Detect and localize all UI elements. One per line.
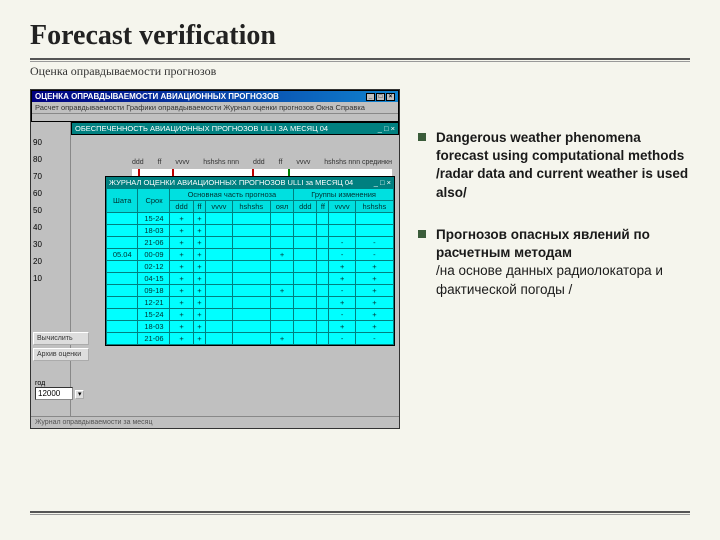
close-icon[interactable]: × [386,93,395,101]
status-bar: Журнал оправдываемости за месяц [31,416,399,428]
col-date: Шата [107,189,138,213]
table-row: 18-03++++ [107,321,394,333]
bullet-item: Прогнозов опасных явлений по расчетным м… [418,226,690,299]
y-axis-tick: 60 [33,189,42,206]
app-screenshot: ОЦЕНКА ОПРАВДЫВАЕМОСТИ АВИАЦИОННЫХ ПРОГН… [30,89,400,429]
main-window-title: ОЦЕНКА ОПРАВДЫВАЕМОСТИ АВИАЦИОННЫХ ПРОГН… [35,92,279,101]
bullet-text-ru-light: /на основе данных радиолокатора и фактич… [436,263,663,296]
table-row: 18-03++ [107,225,394,237]
y-axis-tick: 50 [33,206,42,223]
table-row: 04-15++++ [107,273,394,285]
y-axis-tick: 80 [33,155,42,172]
journal-table: ШатаСрокОсновная часть прогнозаГруппы из… [106,188,394,345]
table-row: 15-24++-+ [107,309,394,321]
chart-header-label: hshshs nnn [203,159,239,166]
year-label: год [35,380,84,387]
col-period: Срок [138,189,170,213]
chart-header-label: ddd [253,159,265,166]
table-row: 05.0400-09+++-- [107,249,394,261]
compute-button[interactable]: Вычислить [33,332,89,345]
right-text-column: Dangerous weather phenomena forecast usi… [418,89,690,429]
main-window-titlebar: ОЦЕНКА ОПРАВДЫВАЕМОСТИ АВИАЦИОННЫХ ПРОГН… [32,91,398,102]
bottom-rule [30,511,690,515]
year-input[interactable]: 12000 [35,387,73,400]
maximize-icon[interactable]: □ [380,178,385,187]
bullet-item: Dangerous weather phenomena forecast usi… [418,129,690,202]
table-column-header: ff [193,201,205,213]
main-window: ОЦЕНКА ОПРАВДЫВАЕМОСТИ АВИАЦИОННЫХ ПРОГН… [31,90,399,122]
slide-title: Forecast verification [30,20,690,52]
table-column-header: hshshs [232,201,270,213]
table-column-header: оял [270,201,293,213]
table-row: 21-06++-- [107,237,394,249]
y-axis-tick: 70 [33,172,42,189]
chart-header-label: ff [158,159,162,166]
table-column-header: ddd [294,201,317,213]
table-column-header: ddd [170,201,193,213]
col-main: Основная часть прогноза [170,189,294,201]
chart-header-label: ff [279,159,283,166]
bullet-square-icon [418,133,426,141]
title-underline [30,58,690,62]
chart-header-label: hshshs nnn срединкн [324,159,392,166]
table-row: 15-24++ [107,213,394,225]
maximize-icon[interactable]: □ [384,124,389,133]
main-menubar[interactable]: Расчет оправдываемости Графики оправдыва… [32,102,398,114]
minimize-icon[interactable]: _ [378,124,382,133]
chart-window-title: ОБЕСПЕЧЕННОСТЬ АВИАЦИОННЫХ ПРОГНОЗОВ ULL… [75,124,328,133]
close-icon[interactable]: × [391,124,395,133]
chart-column-legend: ddd ff vvvv hshshs nnn ddd ff vvvv hshshs nnn с… [132,159,392,166]
slide-subtitle: Оценка оправдываемости прогнозов [30,64,690,79]
table-row: 02-12++++ [107,261,394,273]
year-selector: год 12000 ▾ [35,380,84,400]
bullet-square-icon [418,230,426,238]
y-axis-tick: 30 [33,240,42,257]
minimize-icon[interactable]: _ [366,93,375,101]
table-row: 09-18+++-+ [107,285,394,297]
bullet-text-ru-bold: Прогнозов опасных явлений по расчетным м… [436,227,650,260]
chart-window: ОБЕСПЕЧЕННОСТЬ АВИАЦИОННЫХ ПРОГНОЗОВ ULL… [71,122,399,135]
close-icon[interactable]: × [387,178,391,187]
journal-window-titlebar: ЖУРНАЛ ОЦЕНКИ АВИАЦИОННЫХ ПРОГНОЗОВ ULLI… [106,177,394,188]
y-axis-tick: 40 [33,223,42,240]
side-controls: Вычислить Архив оценки [33,332,89,364]
minimize-icon[interactable]: _ [374,178,378,187]
chart-window-titlebar: ОБЕСПЕЧЕННОСТЬ АВИАЦИОННЫХ ПРОГНОЗОВ ULL… [72,123,398,134]
chart-header-label: ddd [132,159,144,166]
table-row: 21-06+++-- [107,333,394,345]
maximize-icon[interactable]: □ [376,93,385,101]
journal-window: ЖУРНАЛ ОЦЕНКИ АВИАЦИОННЫХ ПРОГНОЗОВ ULLI… [105,176,395,346]
chart-y-axis: 908070605040302010 [33,138,42,291]
y-axis-tick: 10 [33,274,42,291]
archive-button[interactable]: Архив оценки [33,348,89,361]
col-groups: Группы изменения [294,189,394,201]
dropdown-icon[interactable]: ▾ [75,390,85,399]
journal-window-title: ЖУРНАЛ ОЦЕНКИ АВИАЦИОННЫХ ПРОГНОЗОВ ULLI… [109,178,353,187]
chart-header-label: vvvv [296,159,310,166]
y-axis-tick: 90 [33,138,42,155]
table-column-header: vvvv [206,201,233,213]
bullet-text-en: Dangerous weather phenomena forecast usi… [436,130,688,200]
chart-header-label: vvvv [175,159,189,166]
table-column-header: ff [317,201,329,213]
y-axis-tick: 20 [33,257,42,274]
table-row: 12-21++++ [107,297,394,309]
table-column-header: vvvv [329,201,355,213]
table-column-header: hshshs [355,201,393,213]
